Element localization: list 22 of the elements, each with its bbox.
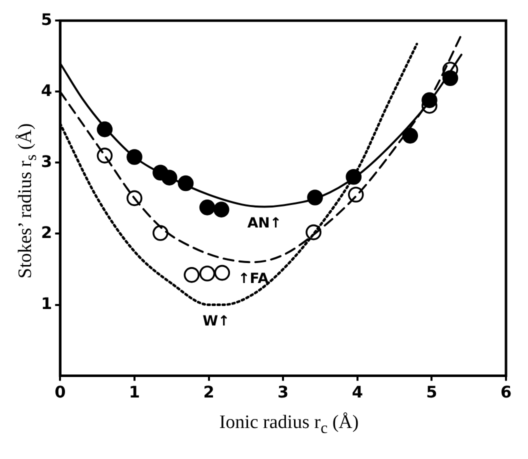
x-tick-label: 3	[277, 382, 289, 402]
y-tick-label: 1	[40, 294, 52, 313]
point	[184, 267, 200, 283]
point	[213, 202, 230, 218]
point	[214, 264, 230, 281]
y-tick-label: 5	[40, 10, 52, 29]
x-tick-label: 4	[352, 382, 363, 402]
y-tick-label: 4	[40, 80, 52, 100]
x-tick-label: 0	[54, 382, 66, 402]
x-axis-title: Ionic radius r$_{c}$ (Å)	[218, 412, 360, 438]
annotation: W↑	[202, 313, 230, 330]
point	[199, 200, 216, 216]
x-tick-label: 5	[426, 382, 438, 402]
annotation: AN↑	[247, 215, 282, 232]
annotation: ↑FA	[238, 270, 269, 287]
point	[152, 225, 168, 241]
y-tick-label: 2	[40, 222, 52, 242]
y-tick-label: 3	[40, 152, 52, 171]
x-tick-label: 6	[500, 382, 512, 402]
point	[199, 266, 216, 282]
x-tick-label: 1	[128, 382, 140, 402]
x-tick-label: 2	[203, 382, 214, 402]
